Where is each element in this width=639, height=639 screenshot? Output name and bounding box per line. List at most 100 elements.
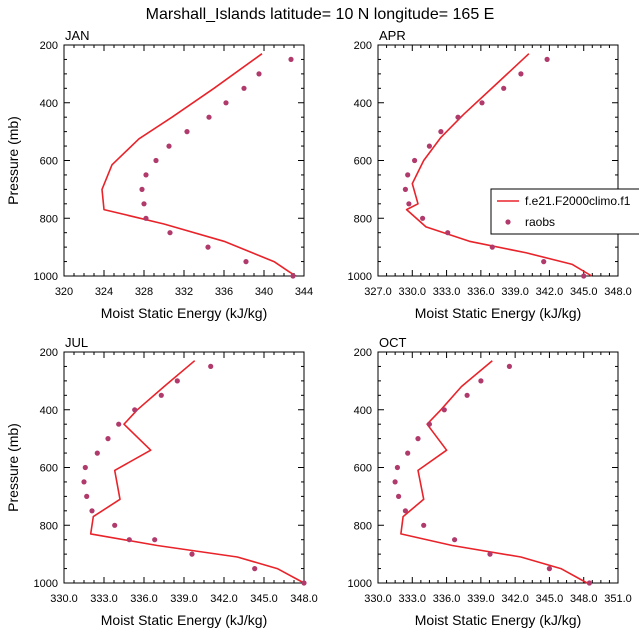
y-ticks: 200 400 600 800 1000 <box>34 40 304 283</box>
x-tick-label: 342.0 <box>501 593 529 605</box>
y-tick-label: 800 <box>354 520 372 532</box>
y-tick-label: 400 <box>40 405 58 417</box>
raobs-point <box>208 363 214 369</box>
plot-frame <box>63 351 305 584</box>
raobs-point <box>81 479 87 485</box>
raobs-point <box>105 436 111 442</box>
legend-box <box>490 188 639 235</box>
y-tick-label: 400 <box>354 98 372 110</box>
raobs-point <box>288 56 294 63</box>
x-tick-label: 332 <box>175 286 193 298</box>
raobs-point <box>112 522 118 528</box>
raobs-point <box>116 421 122 427</box>
x-tick-label: 336.0 <box>433 593 461 605</box>
x-tick-label: 342.0 <box>210 593 238 605</box>
y-tick-label: 400 <box>354 405 372 417</box>
series-layer <box>81 360 307 586</box>
raobs-point <box>546 566 553 572</box>
legend: f.e21.F2000climo.f1 raobs <box>490 188 639 235</box>
y-tick-label: 800 <box>354 213 372 225</box>
raobs-point <box>405 450 411 456</box>
raobs-point <box>141 201 147 207</box>
model-profile-line <box>400 360 588 584</box>
raobs-point <box>412 157 418 164</box>
panel-apr: 327.0 330.0 333.0 336.0 339.0 342.0 345.0 348.0… <box>348 28 632 321</box>
y-axis-label: Pressure (mb) <box>5 423 21 512</box>
y-tick-label: 1000 <box>348 271 372 283</box>
y-tick-label: 200 <box>354 40 372 52</box>
raobs-point <box>487 551 493 557</box>
x-ticks: 327.0 330.0 333.0 336.0 339.0 342.0 345.0 348.0 <box>364 45 632 298</box>
y-tick-label: 800 <box>40 520 58 532</box>
raobs-point <box>441 407 447 413</box>
x-tick-label: 344 <box>295 286 313 298</box>
raobs-point <box>392 479 398 485</box>
raobs-point <box>426 143 432 149</box>
raobs-point <box>405 172 411 178</box>
x-ticks: 330.0 333.0 336.0 339.0 342.0 345.0 348.0 351.0 <box>364 352 632 605</box>
raobs-point <box>206 114 212 120</box>
y-tick-label: 200 <box>40 40 58 52</box>
x-tick-label: 339.0 <box>467 593 495 605</box>
panel-label: JUL <box>65 335 88 350</box>
raobs-point <box>166 143 172 149</box>
x-tick-label: 339.0 <box>170 593 198 605</box>
figure-title: Marshall_Islands latitude= 10 N longitud… <box>146 6 495 23</box>
raobs-point <box>420 215 426 221</box>
raobs-point <box>132 407 138 413</box>
raobs-point <box>426 421 432 427</box>
raobs-point <box>478 378 484 384</box>
legend-label-model: f.e21.F2000climo.f1 <box>525 194 631 208</box>
x-tick-label: 333.0 <box>399 593 427 605</box>
x-tick-label: 333.0 <box>433 286 461 298</box>
legend-label-raobs: raobs <box>525 215 555 229</box>
raobs-point <box>445 230 451 236</box>
raobs-point <box>143 215 149 221</box>
raobs-point <box>406 201 412 207</box>
raobs-point <box>438 129 444 135</box>
panel-oct: 330.0 333.0 336.0 339.0 342.0 345.0 348.0 351.0… <box>348 335 632 628</box>
raobs-point <box>82 464 88 471</box>
x-ticks: 320 324 328 332 336 340 344 <box>55 45 313 298</box>
y-ticks: 200 400 600 800 1000 <box>34 347 304 590</box>
model-profile-line <box>89 360 305 584</box>
y-tick-label: 1000 <box>34 578 58 590</box>
raobs-point <box>174 378 180 384</box>
raobs-point <box>479 100 485 106</box>
x-tick-label: 340 <box>255 286 273 298</box>
panel-label: JAN <box>65 28 90 43</box>
raobs-point <box>506 363 512 369</box>
model-profile-line <box>101 53 297 277</box>
x-tick-label: 330.0 <box>50 593 78 605</box>
raobs-point <box>415 436 421 442</box>
y-tick-label: 200 <box>354 347 372 359</box>
series-layer <box>402 53 593 279</box>
x-axis-label: Moist Static Energy (kJ/kg) <box>415 612 582 628</box>
raobs-point <box>290 273 296 279</box>
legend-marker-swatch <box>505 219 511 225</box>
raobs-point <box>89 508 95 514</box>
x-tick-label: 348.0 <box>570 593 598 605</box>
x-tick-label: 330.0 <box>364 593 392 605</box>
y-axis-label: Pressure (mb) <box>5 116 21 205</box>
panel-label: OCT <box>379 335 407 350</box>
x-tick-label: 328 <box>135 286 153 298</box>
panel-jul: 330.0 333.0 336.0 339.0 342.0 345.0 348.0 200 4… <box>5 335 318 628</box>
x-axis-label: Moist Static Energy (kJ/kg) <box>415 305 582 321</box>
raobs-point <box>241 85 247 91</box>
x-tick-label: 336.0 <box>130 593 158 605</box>
x-axis-label: Moist Static Energy (kJ/kg) <box>101 612 268 628</box>
x-ticks: 330.0 333.0 336.0 339.0 342.0 345.0 348.0 <box>50 352 318 605</box>
panel-jan: 320 324 328 332 336 340 344 200 400 600 800 1000 J… <box>5 28 313 321</box>
raobs-point <box>301 580 307 586</box>
x-tick-label: 324 <box>95 286 113 298</box>
raobs-point <box>489 244 495 250</box>
raobs-point <box>501 85 507 91</box>
y-tick-label: 1000 <box>34 271 58 283</box>
model-profile-line <box>405 53 593 277</box>
raobs-point <box>184 129 190 135</box>
y-tick-label: 600 <box>354 156 372 168</box>
raobs-point <box>541 259 547 265</box>
raobs-point <box>455 114 461 120</box>
